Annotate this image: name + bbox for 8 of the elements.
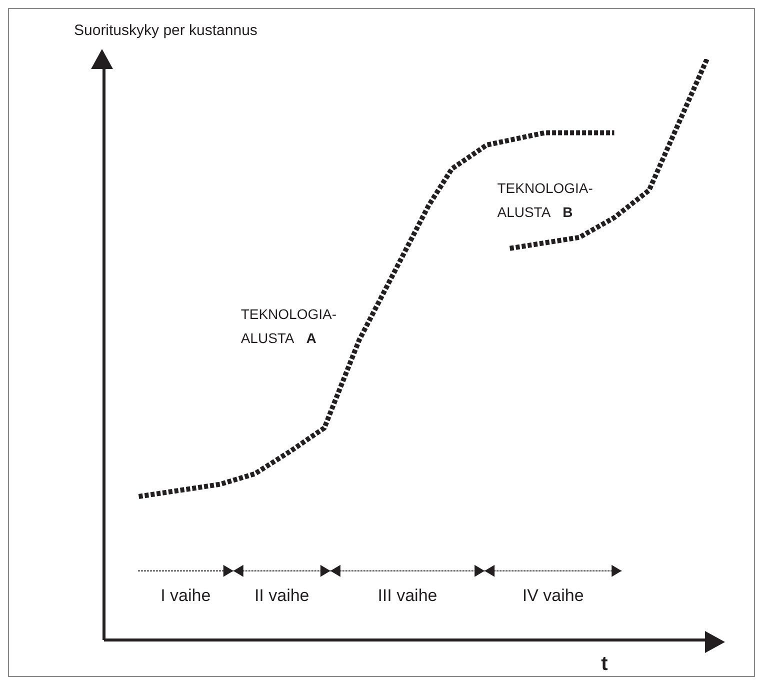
annotation: I vaihe [160, 586, 211, 605]
annotation: II vaihe [254, 586, 310, 605]
y-axis-title: Suorituskyky per kustannus [74, 22, 258, 39]
series-label: TEKNOLOGIA-ALUSTA A [240, 306, 337, 346]
series-label: TEKNOLOGIA-ALUSTA B [497, 180, 594, 220]
annotation: IV vaihe [522, 586, 584, 605]
annotation: III vaihe [378, 586, 438, 605]
x-axis-title: t [601, 653, 608, 675]
